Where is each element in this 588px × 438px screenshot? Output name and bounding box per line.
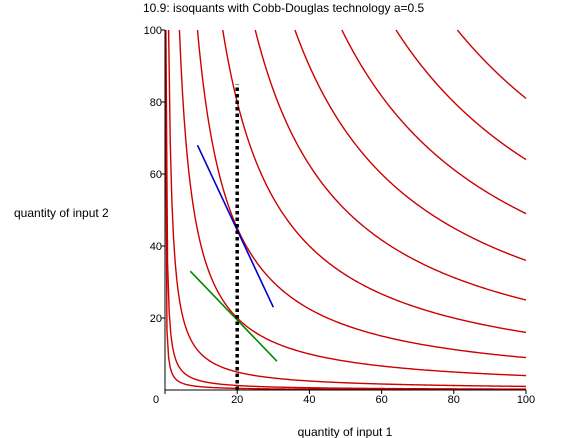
y-tick-label: 20 bbox=[150, 313, 162, 325]
x-tick-label: 40 bbox=[303, 394, 315, 406]
x-tick-label: 60 bbox=[375, 394, 387, 406]
x-tick-label: 0 bbox=[153, 394, 159, 406]
isoquant-curve-8 bbox=[294, 29, 527, 262]
x-tick-label: 20 bbox=[231, 394, 243, 406]
isoquant-curve-5 bbox=[196, 29, 527, 359]
tangent-lines bbox=[189, 84, 278, 390]
y-tick-label: 80 bbox=[150, 97, 162, 109]
y-tick-label: 60 bbox=[150, 169, 162, 181]
isoquant-curves bbox=[164, 29, 527, 391]
y-tick-label: 100 bbox=[144, 25, 162, 37]
isoquant-curve-6 bbox=[222, 29, 527, 334]
x-tick-label: 100 bbox=[517, 394, 535, 406]
isoquant-curve-2 bbox=[165, 29, 526, 390]
isoquant-curve-10 bbox=[395, 29, 527, 161]
tick-labels: 0 20 40 60 80 100 20 40 60 80 100 bbox=[144, 25, 536, 406]
axes bbox=[161, 29, 527, 394]
straight-line-2 bbox=[189, 270, 278, 362]
isoquant-curve-4 bbox=[178, 29, 527, 377]
isoquant-curve-3 bbox=[167, 29, 527, 388]
chart-title: 10.9: isoquants with Cobb-Douglas techno… bbox=[143, 1, 425, 15]
isoquant-curve-7 bbox=[254, 29, 527, 301]
y-axis-title: quantity of input 2 bbox=[14, 206, 109, 220]
isoquant-curve-11 bbox=[456, 29, 527, 99]
y-tick-label: 40 bbox=[150, 241, 162, 253]
isoquant-curve-9 bbox=[341, 29, 527, 215]
x-axis-title: quantity of input 1 bbox=[298, 425, 393, 438]
x-tick-label: 80 bbox=[448, 394, 460, 406]
straight-line-1 bbox=[196, 144, 275, 308]
